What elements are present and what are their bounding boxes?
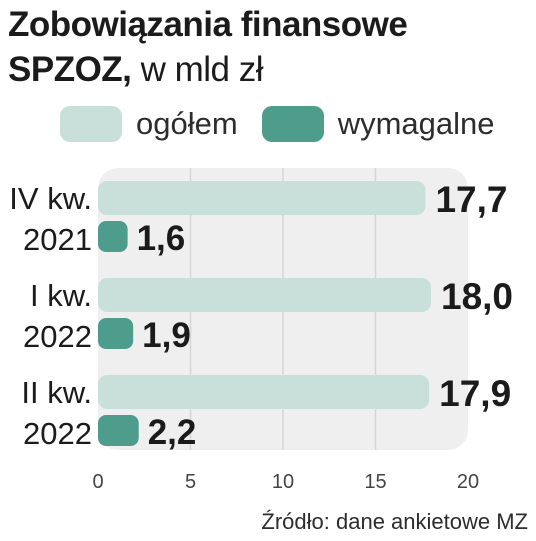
category-label-line-1: I kw. [30, 278, 92, 313]
x-tick-label: 20 [457, 471, 479, 493]
category-label-line-1: II kw. [21, 375, 92, 410]
data-label-ogolem: 17,9 [439, 373, 511, 414]
bar-wymagalne [98, 415, 139, 446]
bar-ogolem [98, 278, 431, 312]
legend-item-ogolem: ogółem [60, 106, 238, 142]
legend-label-ogolem: ogółem [136, 106, 238, 141]
x-tick-label: 5 [185, 471, 196, 493]
bar-wymagalne [98, 318, 134, 349]
title-line-1: Zobowiązania finansowe [8, 5, 408, 44]
data-label-wymagalne: 2,2 [148, 413, 197, 452]
category-label-line-2: 2021 [23, 222, 92, 257]
chart-title: Zobowiązania finansowe SPZOZ, w mld zł [8, 2, 408, 92]
legend-label-wymagalne: wymagalne [337, 106, 495, 141]
title-line-2-bold: SPZOZ, [8, 50, 132, 89]
legend-swatch-wymagalne [261, 106, 324, 142]
x-tick-label: 0 [92, 471, 103, 493]
category-label-line-2: 2022 [23, 416, 92, 451]
data-label-ogolem: 18,0 [441, 276, 513, 317]
legend-swatch-ogolem [60, 106, 122, 142]
data-label-wymagalne: 1,6 [137, 219, 186, 258]
x-tick-label: 15 [364, 471, 386, 493]
data-label-wymagalne: 1,9 [142, 316, 191, 355]
data-label-ogolem: 17,7 [435, 179, 507, 220]
source-note: Źródło: dane ankietowe MZ [261, 509, 528, 534]
legend: ogółem wymagalne [60, 106, 519, 142]
title-line-2-unit: w mld zł [131, 50, 264, 89]
category-label-line-2: 2022 [23, 319, 92, 354]
bar-ogolem [98, 375, 430, 409]
category-label-line-1: IV kw. [9, 181, 92, 216]
bar-wymagalne [98, 221, 128, 252]
bar-ogolem [98, 181, 426, 215]
legend-item-wymagalne: wymagalne [261, 106, 495, 142]
x-tick-label: 10 [272, 471, 294, 493]
